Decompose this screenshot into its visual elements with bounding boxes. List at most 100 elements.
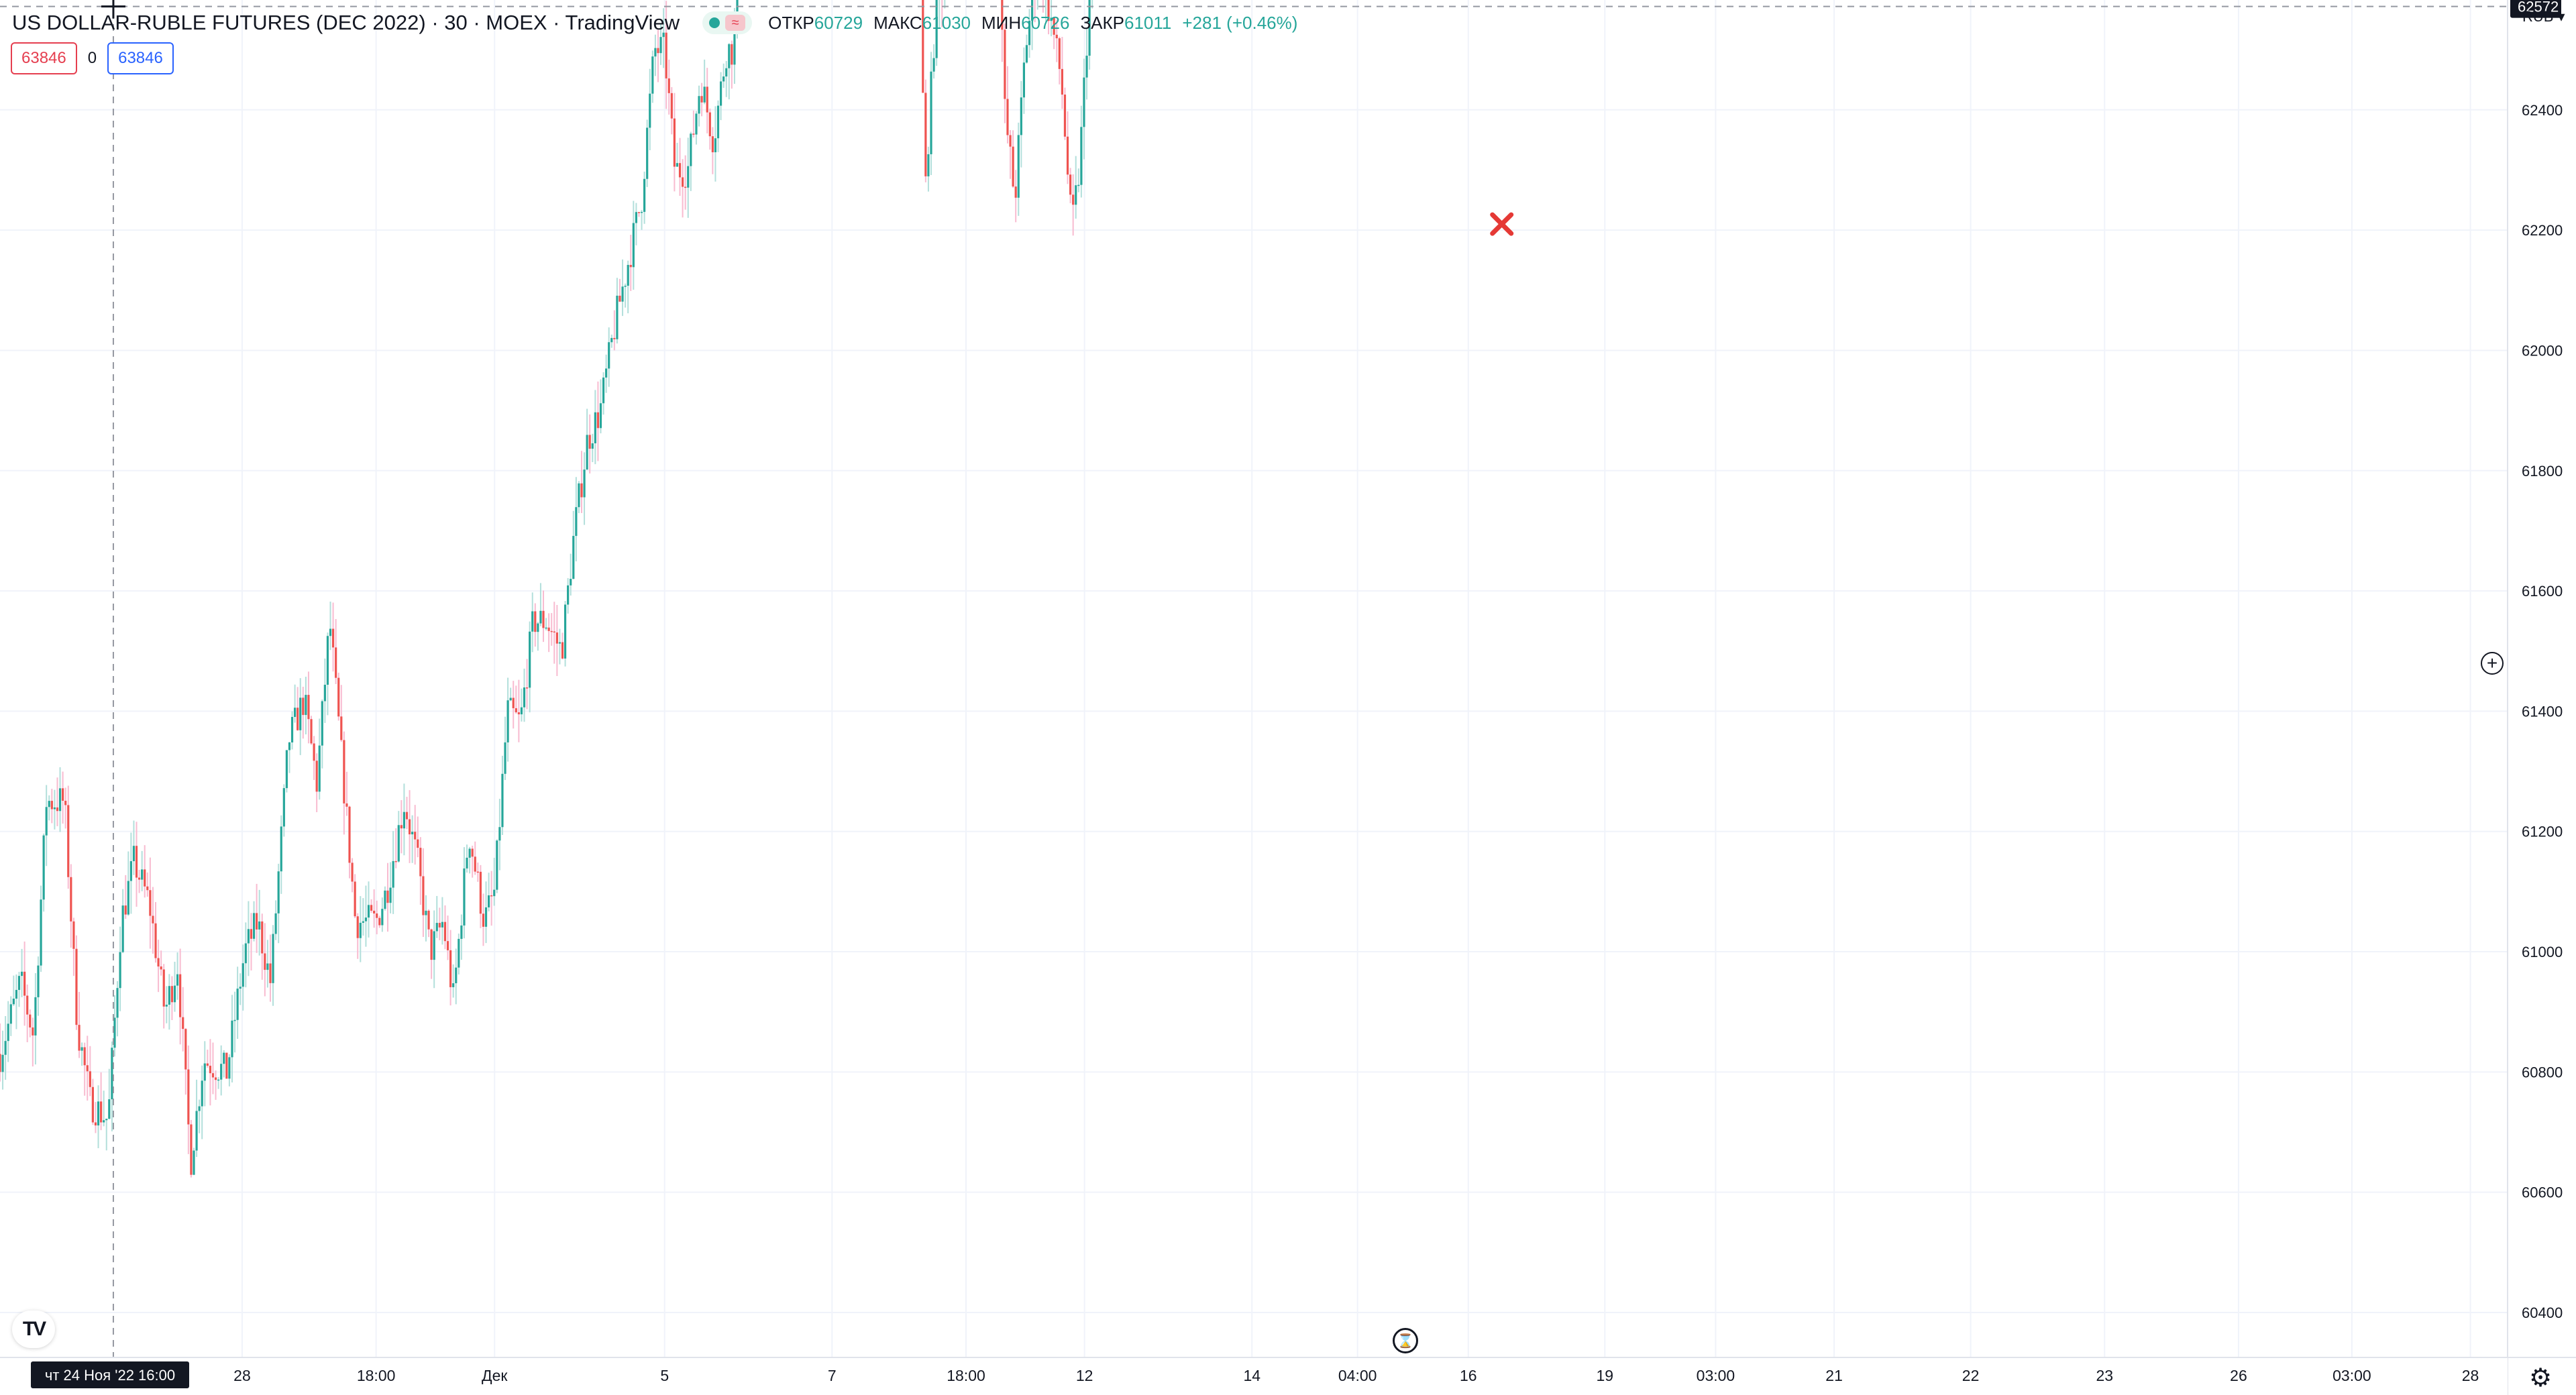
candle [1022, 62, 1025, 98]
candle [146, 886, 149, 891]
candle [201, 1080, 203, 1107]
currency-selector[interactable]: RUB ▾ [2522, 8, 2565, 25]
candle [274, 913, 277, 934]
spread-value: 0 [87, 49, 97, 67]
candle [190, 1124, 193, 1175]
candle [561, 642, 564, 659]
price-scale[interactable] [2508, 0, 2576, 1395]
candle [124, 905, 127, 915]
candle [525, 687, 529, 689]
candle [91, 1086, 94, 1123]
candle [716, 105, 720, 139]
tradingview-logo-icon[interactable]: TV [12, 1310, 55, 1348]
symbol-title[interactable]: US DOLLAR-RUBLE FUTURES (DEC 2022) · 30 … [12, 11, 680, 34]
x-marker[interactable] [1490, 212, 1514, 236]
candle [108, 1099, 111, 1119]
plus-circle-icon[interactable]: + [2481, 652, 2504, 675]
candle [392, 860, 394, 888]
candle [575, 507, 578, 537]
candle [1009, 135, 1012, 147]
candle [484, 907, 488, 927]
candle [599, 403, 602, 429]
candle [241, 963, 244, 987]
candle [244, 943, 247, 964]
price-tick-label: 61600 [2522, 583, 2563, 600]
ohlc-values: ОТКР 60729 МАКС 61030 МИН 60726 ЗАКР 610… [768, 13, 1297, 34]
candle [152, 915, 154, 924]
candle [400, 825, 402, 829]
candle [378, 917, 381, 926]
candle [78, 1025, 80, 1051]
candle [476, 871, 479, 873]
crosshair-time-label-bg [31, 1361, 189, 1388]
candle [12, 998, 15, 1005]
candle [452, 983, 455, 987]
candle [239, 987, 241, 989]
close-value: 61011 [1124, 12, 1172, 33]
candle [402, 812, 406, 829]
candle [367, 905, 370, 918]
candle [187, 1069, 190, 1125]
candle [567, 585, 570, 605]
candle [684, 186, 687, 188]
candle [105, 1119, 108, 1121]
candle [80, 1047, 83, 1051]
candle [1053, 17, 1055, 35]
candle [687, 166, 690, 188]
candle [384, 890, 386, 909]
hourglass-icon[interactable]: ⌛ [1393, 1328, 1418, 1353]
candle [220, 1064, 223, 1080]
high-label: МАКС [873, 12, 922, 33]
candle [708, 112, 711, 137]
market-status[interactable]: ≈ [702, 11, 753, 34]
sell-button[interactable]: 63846 [11, 42, 77, 74]
candle [608, 342, 610, 369]
candle [482, 913, 485, 927]
candle [359, 922, 362, 938]
candle [138, 877, 141, 880]
candle [129, 861, 132, 881]
candle [302, 698, 305, 716]
candle [578, 483, 580, 508]
candle [162, 969, 165, 1007]
candle [414, 832, 417, 840]
candle [315, 761, 318, 792]
candle [277, 871, 280, 913]
candle [335, 647, 337, 678]
candle [512, 698, 515, 708]
candle [728, 44, 731, 68]
candle [209, 1066, 212, 1074]
candle [654, 48, 657, 57]
candle [719, 81, 722, 106]
candle [468, 848, 471, 858]
time-tick-label: 19 [1597, 1367, 1614, 1384]
candle [326, 636, 329, 685]
time-tick-label: 28 [233, 1367, 251, 1384]
candle [550, 630, 553, 632]
time-scale[interactable] [0, 1357, 2508, 1395]
candle [225, 1052, 228, 1079]
candle [580, 483, 583, 498]
candle [455, 967, 458, 984]
time-tick-label: Дек [482, 1367, 508, 1384]
buy-button[interactable]: 63846 [107, 42, 174, 74]
gear-icon[interactable]: ⚙ [2529, 1364, 2553, 1392]
candle [20, 971, 23, 976]
candle [935, 0, 938, 58]
time-tick-label: 18:00 [947, 1367, 985, 1384]
candle [37, 965, 40, 997]
candle [297, 708, 299, 730]
candle [170, 986, 174, 1003]
candle [676, 163, 679, 167]
candle [419, 848, 422, 877]
candle [132, 846, 136, 862]
time-tick-label: 28 [2462, 1367, 2479, 1384]
candle [725, 68, 728, 77]
candle [411, 832, 414, 835]
price-tick-label: 61200 [2522, 824, 2563, 840]
candle [443, 922, 447, 942]
candle [509, 698, 512, 701]
candle [619, 295, 621, 302]
candle [64, 801, 67, 805]
